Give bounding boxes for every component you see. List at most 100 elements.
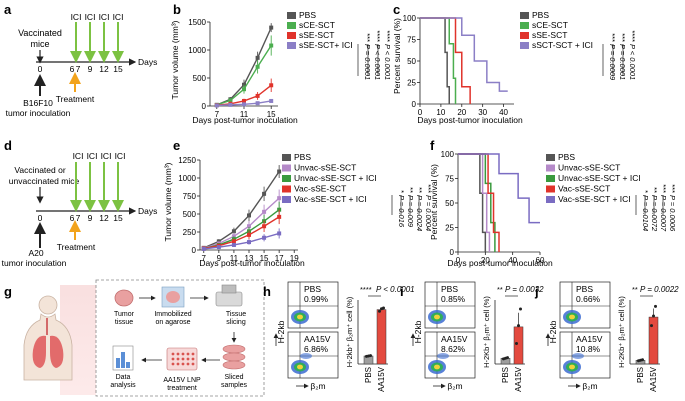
flow-x-label: β₂m	[310, 381, 325, 391]
panel-a-title-2: mice	[30, 39, 49, 49]
series-line-PBS	[203, 171, 280, 249]
data-point	[247, 240, 251, 245]
significance-stars: ***	[668, 184, 677, 193]
panel-d-days: Days	[138, 206, 157, 216]
panel-letter-h: h	[263, 284, 271, 299]
flow-group-label: PBS	[441, 284, 458, 294]
panel-letter-b: b	[173, 2, 181, 17]
p-value: P = 0.0004	[424, 195, 433, 231]
bar-point	[650, 324, 653, 328]
p-value: P = 0.0009	[608, 44, 617, 81]
data-point	[269, 83, 274, 88]
panel-letter-d: d	[4, 138, 12, 153]
panel-letter-i: i	[400, 284, 404, 299]
bar-stars: **	[497, 285, 503, 294]
bar-point	[506, 356, 509, 360]
y-tick-label: 250	[183, 228, 197, 237]
legend-label: Vac-sSE-SCT + ICI	[294, 194, 367, 204]
data-point	[269, 98, 274, 103]
density-positive	[437, 353, 449, 359]
bar-category-label: PBS	[501, 367, 510, 383]
panel-g: g Tumor tissue Immobilized on agarose	[4, 279, 265, 397]
step-sliced-samples: Sliced samples	[221, 374, 248, 389]
legend-swatch	[520, 42, 529, 49]
bar-point	[654, 304, 657, 308]
x-tick-label: 9	[217, 254, 222, 263]
y-tick-label: 0	[202, 102, 207, 111]
legend-swatch	[287, 12, 296, 19]
flow-group-label: AA15V	[304, 334, 331, 344]
survival-curve-PBS	[420, 17, 450, 104]
density-core	[569, 364, 575, 370]
legend-swatch	[282, 154, 291, 161]
significance-stars: ****	[628, 30, 637, 42]
p-value: P < 0.0001	[383, 44, 392, 80]
x-tick-label: 7	[202, 254, 207, 263]
legend-label: sSCT-SCT + ICI	[532, 40, 593, 50]
panel-c-xlabel: Days post-tumor inoculation	[417, 115, 523, 125]
data-point	[262, 191, 267, 196]
step-lnp-treatment: AA15V LNP treatment	[163, 377, 201, 392]
legend-label: PBS	[558, 152, 575, 162]
significance-stars: ****	[383, 30, 392, 42]
panel-a-ici-3: ICI	[99, 12, 110, 22]
y-tick-label: 1500	[188, 18, 206, 27]
p-value: P = 0.0006	[668, 195, 677, 232]
panel-f: f 0 25 50 75 100 0 20 40 60 Percent survival (%)…	[429, 138, 677, 268]
flow-y-label: H-2kb	[548, 320, 558, 343]
x-tick-label: 0	[456, 256, 461, 265]
data-point	[269, 43, 274, 48]
panel-a-ici-4: ICI	[113, 12, 124, 22]
panel-a-treatment: Treatment	[56, 94, 95, 104]
density-core	[297, 314, 303, 320]
legend-swatch	[520, 32, 529, 39]
legend-swatch	[282, 175, 291, 182]
panel-a-tick-9: 9	[88, 64, 93, 74]
panel-b-axes: 0 500 1000 1500 7 11 15	[188, 18, 278, 119]
x-tick-label: 10	[436, 108, 445, 117]
panel-letter-a: a	[4, 2, 12, 17]
p-value: P = 0.009	[406, 195, 415, 228]
legend-swatch	[546, 175, 555, 182]
bar-p-value: P = 0.0032	[505, 285, 544, 294]
panel-a-bottom-1: B16F10	[23, 98, 53, 108]
significance-stars: ***	[618, 33, 627, 42]
bar-category-label: AA15V	[377, 366, 386, 392]
flow-percentage: 6.86%	[304, 344, 329, 354]
panel-a-title-1: Vaccinated	[18, 28, 62, 38]
p-value: P = 0.0001	[618, 44, 627, 80]
tissue-slicer-icon	[215, 284, 243, 307]
legend-label: Vac-sSE-SCT	[294, 184, 346, 194]
panel-letter-g: g	[4, 284, 12, 299]
flow-percentage: 0.99%	[304, 294, 329, 304]
legend-swatch	[520, 12, 529, 19]
data-point	[201, 246, 206, 251]
legend-swatch	[546, 185, 555, 193]
y-tick-label: 50	[407, 57, 416, 66]
panel-d-title-1: Vaccinated or	[14, 165, 66, 175]
panel-a-ici-1: ICI	[71, 12, 82, 22]
panel-e-axes: 0 250 500 750 1000 1250 7 9 11 13 15 17 19	[178, 156, 299, 263]
y-tick-label: 750	[183, 192, 197, 201]
bar-y-label: H-2kb⁺ β₂m⁺ cell (%)	[345, 296, 354, 367]
panel-a-ici-arrows	[70, 22, 124, 63]
bar-point	[382, 306, 385, 310]
legend-label: sCE-SCT	[299, 20, 335, 30]
series-line-Vac-sSE-SCT	[203, 216, 280, 250]
panel-letter-j: j	[534, 284, 539, 299]
panel-d-tick-7: 7	[76, 213, 81, 223]
panel-c-axes: 0 25 50 75 100 0 10 20 30 40	[403, 14, 514, 117]
panel-c-ylabel: Percent survival (%)	[392, 18, 402, 94]
bar-y-label: H-2Kb⁺ β₂m⁺ cell (%)	[482, 296, 491, 368]
significance-stars: **	[650, 187, 659, 193]
workflow-box	[95, 279, 265, 397]
data-point	[255, 101, 260, 106]
flow-percentage: 0.85%	[441, 294, 466, 304]
significance-stars: ***	[608, 33, 617, 42]
panel-c-pvalues: P = 0.0009***P = 0.0001***P < 0.0001****	[602, 30, 637, 81]
